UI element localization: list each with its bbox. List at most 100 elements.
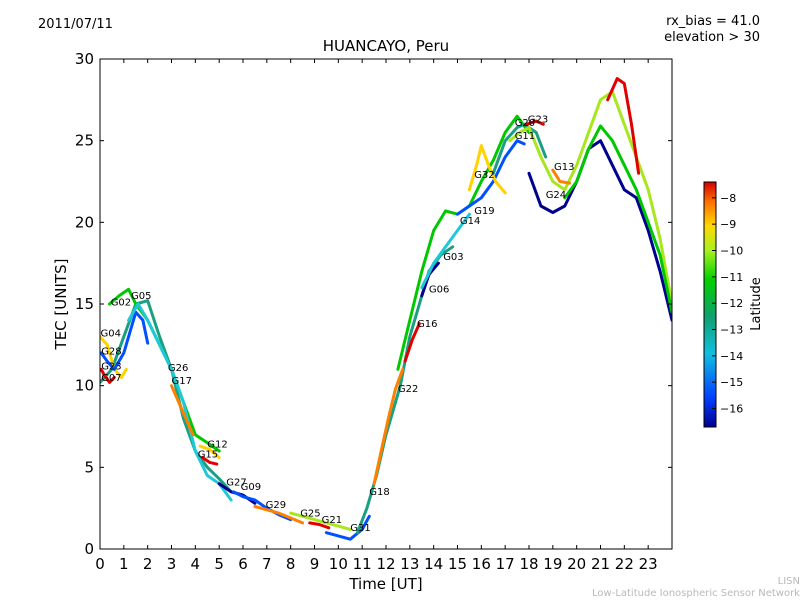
x-tick-label: 7 — [262, 555, 272, 573]
colorbar-tick-label: −16 — [720, 403, 743, 416]
x-tick-label: 8 — [286, 555, 296, 573]
series-line-g26-5 — [127, 302, 233, 502]
satellite-label-g02-0: G02 — [111, 298, 131, 309]
x-tick-label: 4 — [191, 555, 201, 573]
satellite-label-g28-3: G28 — [101, 347, 121, 358]
satellite-label-g03-20: G03 — [443, 252, 463, 263]
colorbar-label: Latitude — [749, 277, 764, 331]
series-line-g19-21 — [456, 139, 526, 216]
x-tick-label: 21 — [591, 555, 610, 573]
satellite-label-g17-7: G17 — [172, 376, 192, 387]
satellite-label-g05-1: G05 — [131, 291, 151, 302]
x-tick-label: 17 — [496, 555, 515, 573]
satellite-label-g13-28: G13 — [554, 162, 574, 173]
satellite-label-g11-25: G11 — [515, 131, 535, 142]
series-line-g22-16 — [372, 367, 405, 486]
satellite-label-g07-5: G07 — [101, 373, 121, 384]
y-tick-label: 30 — [75, 50, 94, 68]
series-line-g31-14 — [324, 514, 371, 541]
x-tick-label: 6 — [238, 555, 248, 573]
x-tick-label: 14 — [424, 555, 443, 573]
x-tick-label: 9 — [310, 555, 320, 573]
series-line-g17-6 — [170, 384, 195, 437]
chart-title: HUANCAYO, Peru — [323, 37, 449, 55]
x-tick-label: 10 — [329, 555, 348, 573]
colorbar-tick-label: −13 — [720, 324, 743, 337]
satellite-label-g18-16: G18 — [369, 487, 389, 498]
series-line-g11-25 — [508, 90, 672, 306]
x-tick-label: 22 — [615, 555, 634, 573]
x-tick-label: 12 — [376, 555, 395, 573]
satellite-label-g31-15: G31 — [350, 523, 370, 534]
satellite-label-g15-9: G15 — [198, 450, 218, 461]
series-line-g15-8 — [201, 456, 219, 466]
y-axis-label: TEC [UNITS] — [52, 259, 70, 351]
colorbar-tick-label: −8 — [720, 192, 736, 205]
series-line-g29-11 — [253, 505, 305, 525]
series-line-g21-13 — [308, 521, 331, 530]
y-tick-label: 10 — [75, 377, 94, 395]
y-tick-label: 25 — [75, 132, 94, 150]
x-tick-label: 15 — [448, 555, 467, 573]
series-line-g20-23 — [491, 122, 548, 175]
series-line-g23-24 — [525, 119, 545, 126]
satellite-label-g14-21: G14 — [460, 216, 480, 227]
series-line-g16-17 — [403, 322, 421, 363]
colorbar-tick-label: −9 — [720, 218, 736, 231]
colorbar-tick-label: −12 — [720, 297, 743, 310]
colorbar-tick-label: −11 — [720, 271, 743, 284]
footer-lisn: LISN — [777, 576, 800, 587]
series-line-g13-27 — [551, 168, 571, 185]
colorbar-tick-label: −14 — [720, 350, 743, 363]
x-tick-label: 2 — [143, 555, 153, 573]
colorbar-tick-label: −15 — [720, 376, 743, 389]
x-tick-label: 23 — [639, 555, 658, 573]
satellite-label-g12-8: G12 — [207, 440, 227, 451]
elevation-label: elevation > 30 — [664, 30, 760, 45]
satellite-label-g20-24: G20 — [515, 118, 535, 129]
series-line-g32-22 — [467, 144, 507, 195]
satellite-label-g23-26: G23 — [528, 115, 548, 126]
date-label: 2011/07/11 — [38, 17, 113, 32]
series-line-g03-19 — [420, 212, 471, 290]
footer-network: Low-Latitude Ionospheric Sensor Network — [592, 588, 800, 599]
satellite-label-g06-19: G06 — [429, 285, 449, 296]
y-tick-label: 15 — [75, 295, 94, 313]
series-layer — [100, 77, 672, 541]
x-tick-label: 3 — [167, 555, 177, 573]
series-line-g05-0 — [100, 299, 233, 494]
satellite-label-g25-13: G25 — [300, 508, 320, 519]
x-tick-label: 19 — [543, 555, 562, 573]
series-line-g01-29 — [563, 124, 672, 314]
bias-info: rx_bias = 41.0 elevation > 30 — [664, 14, 760, 46]
series-line-g07-28 — [606, 77, 641, 175]
x-tick-label: 13 — [400, 555, 419, 573]
footer-credit: LISN Low-Latitude Ionospheric Sensor Net… — [592, 576, 800, 600]
series-line-g10-4 — [100, 367, 116, 384]
series-line-g25-12 — [289, 511, 352, 531]
x-tick-label: 5 — [214, 555, 224, 573]
x-tick-label: 1 — [119, 555, 129, 573]
satellite-label-g22-17: G22 — [398, 384, 418, 395]
x-tick-label: 18 — [519, 555, 538, 573]
satellite-label-g04-2: G04 — [101, 329, 121, 340]
y-tick-label: 5 — [84, 458, 94, 476]
x-tick-label: 20 — [567, 555, 586, 573]
colorbar — [703, 181, 717, 428]
series-line-g12-7 — [198, 444, 221, 459]
y-ticks: 0 5 10 15 20 25 30 — [75, 50, 672, 558]
x-ticks: 0 1 2 3 4 5 6 7 8 9 10 11 12 13 14 15 16 17 18 19 20 21 22 23 — [95, 59, 658, 573]
y-tick-label: 20 — [75, 213, 94, 231]
rx-bias-label: rx_bias = 41.0 — [666, 14, 760, 29]
satellite-label-g19-22: G19 — [474, 206, 494, 217]
x-tick-label: 0 — [95, 555, 105, 573]
satellite-label-g21-14: G21 — [322, 515, 342, 526]
satellite-label-g32-23: G32 — [474, 170, 494, 181]
x-axis-label: Time [UT] — [348, 575, 422, 593]
satellite-label-g09-11: G09 — [241, 482, 261, 493]
colorbar-tick-label: −10 — [720, 244, 743, 257]
satellite-label-g29-12: G29 — [266, 500, 286, 511]
satellite-label-g16-18: G16 — [417, 319, 437, 330]
satellite-label-g23-4: G23 — [101, 361, 121, 372]
